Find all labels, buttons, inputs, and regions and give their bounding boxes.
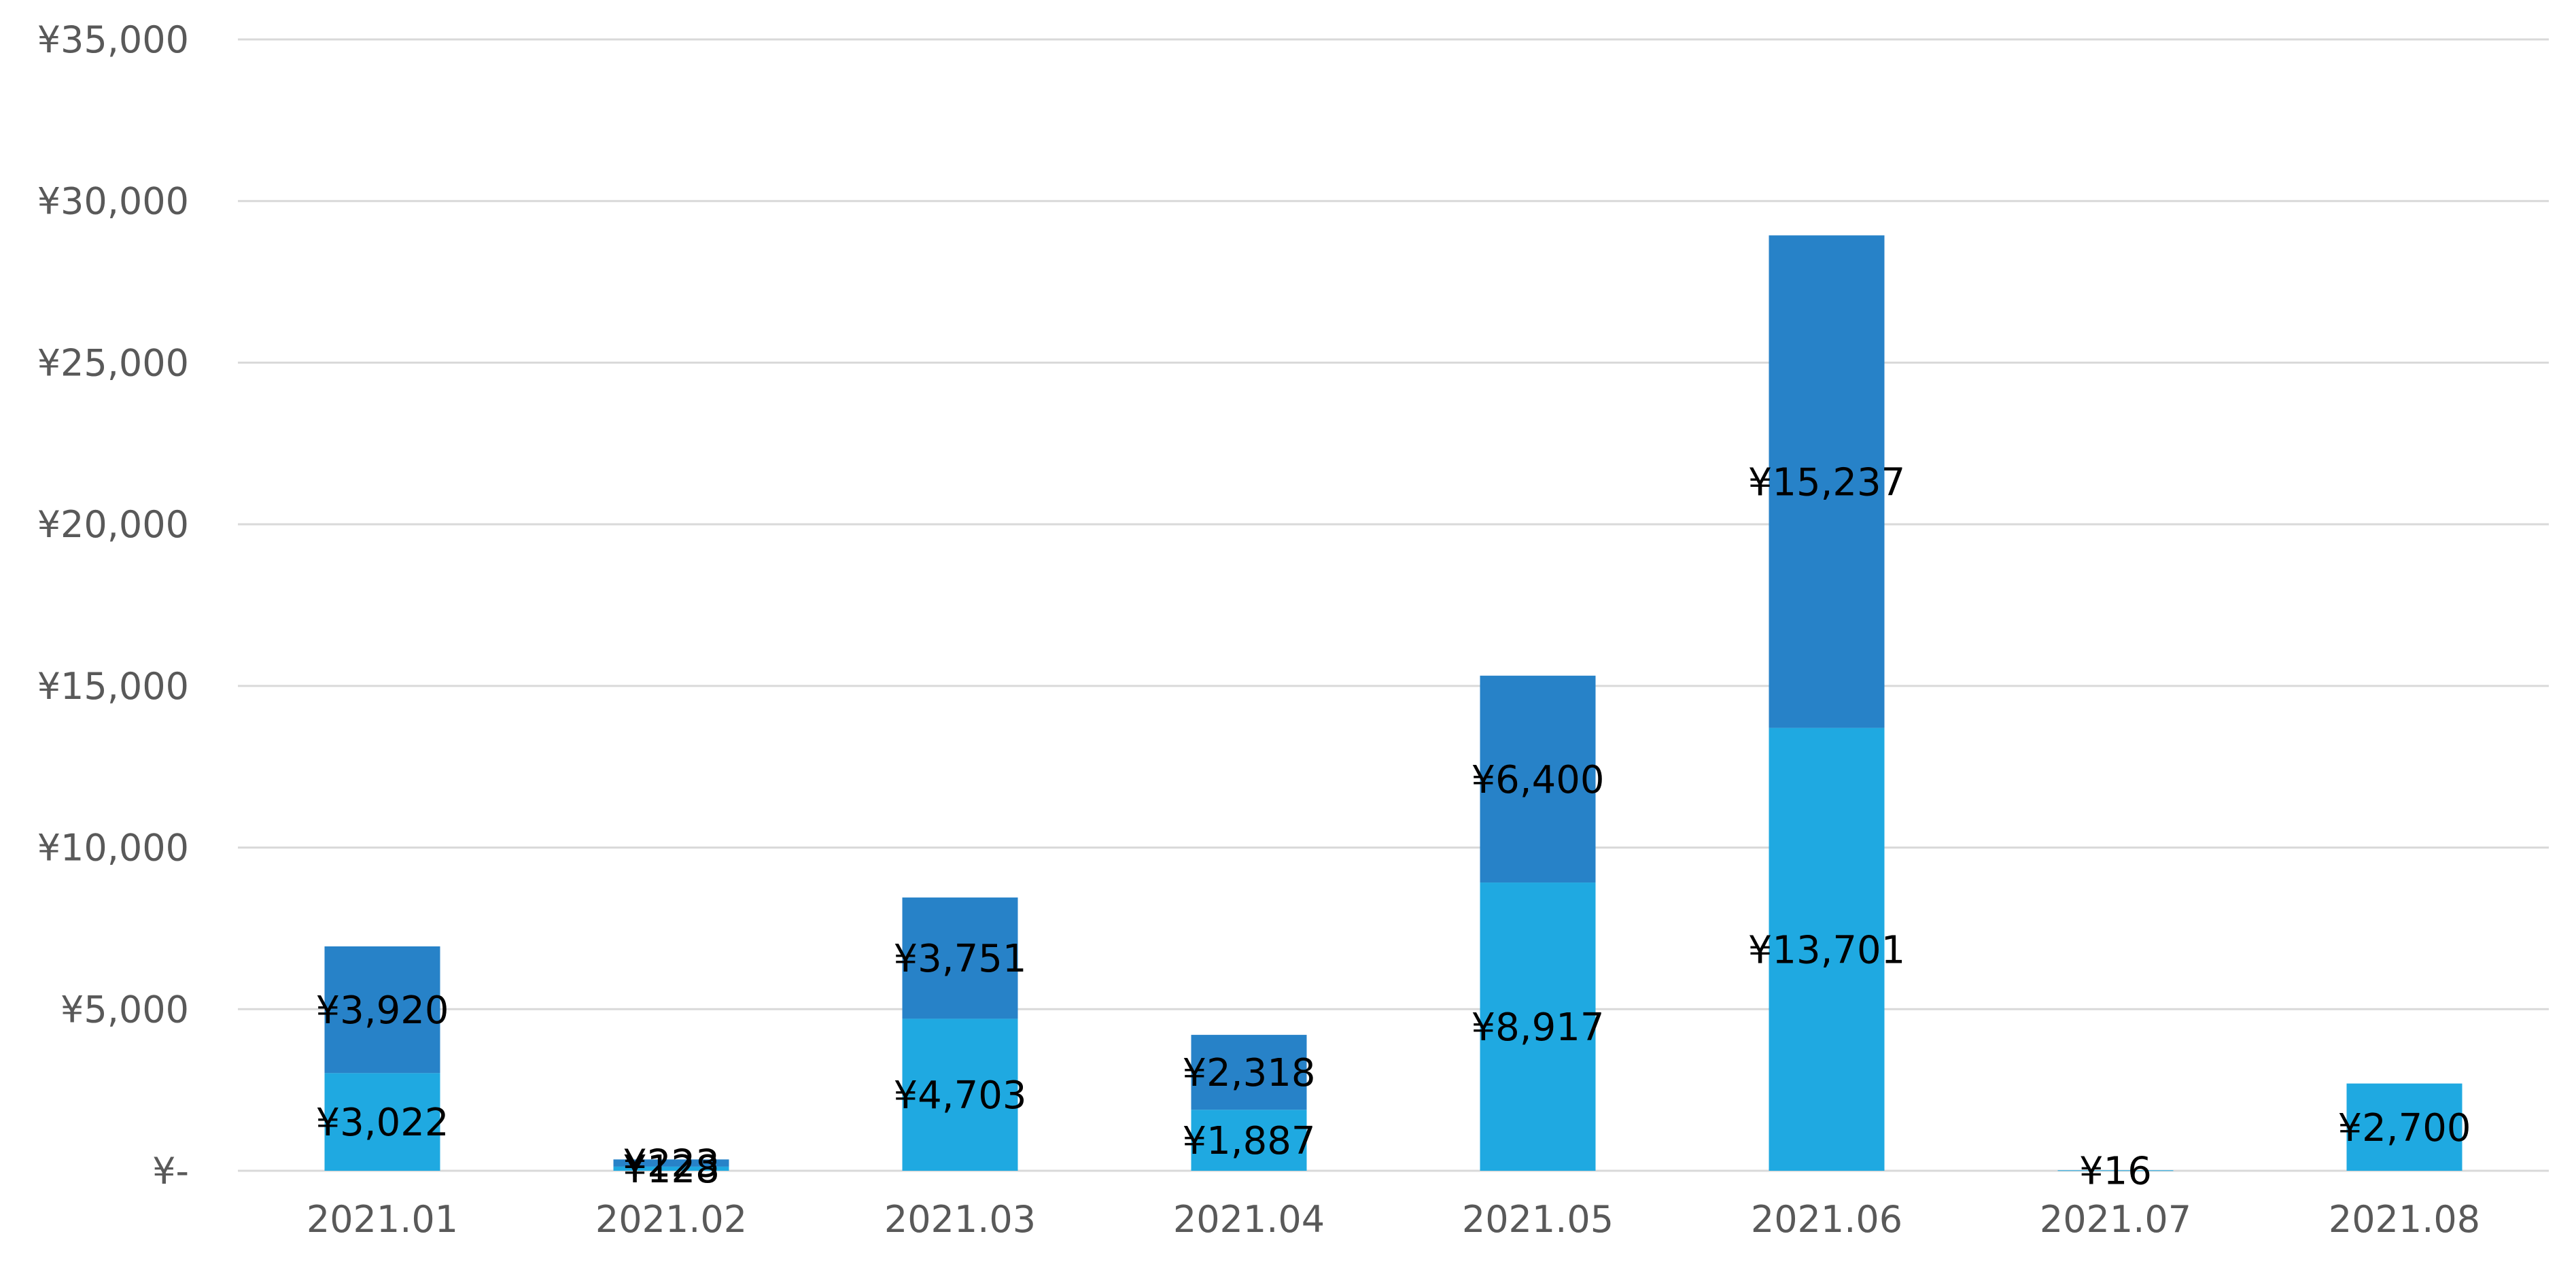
bar-segment: [324, 1073, 440, 1171]
bar-segment: [902, 897, 1018, 1019]
y-tick-label: ¥15,000: [37, 665, 189, 708]
bar-segment: [1191, 1035, 1307, 1110]
data-label: ¥4,703: [894, 1074, 1027, 1118]
y-tick-label: ¥10,000: [37, 827, 189, 870]
data-label: ¥16: [2079, 1150, 2152, 1194]
bar-segment: [1191, 1110, 1307, 1171]
x-tick-label: 2021.08: [2329, 1198, 2480, 1241]
gridlines: [238, 38, 2549, 1172]
data-label: ¥128: [623, 1148, 720, 1192]
data-label: ¥2,318: [1183, 1051, 1316, 1095]
data-label: ¥3,022: [316, 1101, 449, 1145]
data-label: ¥6,400: [1472, 758, 1605, 802]
data-label: ¥3,751: [894, 937, 1027, 981]
bar-segment: [1480, 883, 1596, 1171]
bar-segment: [1480, 675, 1596, 883]
data-label: ¥1,887: [1183, 1119, 1316, 1163]
x-tick-label: 2021.02: [595, 1198, 747, 1241]
y-tick-label: ¥30,000: [37, 180, 189, 223]
y-tick-label: ¥20,000: [37, 503, 189, 546]
bars: [324, 235, 2462, 1171]
data-label: ¥13,701: [1748, 928, 1906, 972]
bar-segment: [1769, 727, 1885, 1171]
data-label: ¥15,237: [1748, 460, 1906, 504]
data-label: ¥3,920: [316, 989, 449, 1033]
bar-segment: [1769, 235, 1885, 728]
y-tick-label: ¥-: [152, 1150, 189, 1193]
x-tick-label: 2021.05: [1462, 1198, 1614, 1241]
bar-segment: [613, 1159, 729, 1167]
y-tick-label: ¥5,000: [60, 988, 189, 1031]
x-tick-label: 2021.06: [1751, 1198, 1902, 1241]
bar-segment: [2346, 1083, 2462, 1171]
data-labels: ¥3,022 ¥3,920 ¥128¥223 ¥4,703 ¥3,751 ¥1,887 ¥2…: [316, 460, 2471, 1193]
y-tick-label: ¥35,000: [37, 18, 189, 61]
data-label: ¥8,917: [1472, 1006, 1605, 1050]
bar-segment: [902, 1018, 1018, 1171]
data-label: ¥223: [623, 1142, 720, 1186]
bar-segment: [613, 1166, 729, 1171]
x-tick-label: 2021.07: [2040, 1198, 2191, 1241]
bar-segment: [2057, 1170, 2174, 1171]
bar-segment: [324, 946, 440, 1074]
x-axis-ticks: 2021.01 2021.02 2021.03 2021.04 2021.05 2021.…: [307, 1198, 2480, 1241]
x-tick-label: 2021.03: [884, 1198, 1036, 1241]
data-label: ¥2,700: [2338, 1106, 2471, 1150]
x-tick-label: 2021.04: [1173, 1198, 1325, 1241]
x-tick-label: 2021.01: [307, 1198, 458, 1241]
y-axis-ticks: ¥- ¥5,000 ¥10,000 ¥15,000 ¥20,000 ¥25,000 ¥30,…: [37, 18, 189, 1193]
y-tick-label: ¥25,000: [37, 341, 189, 384]
